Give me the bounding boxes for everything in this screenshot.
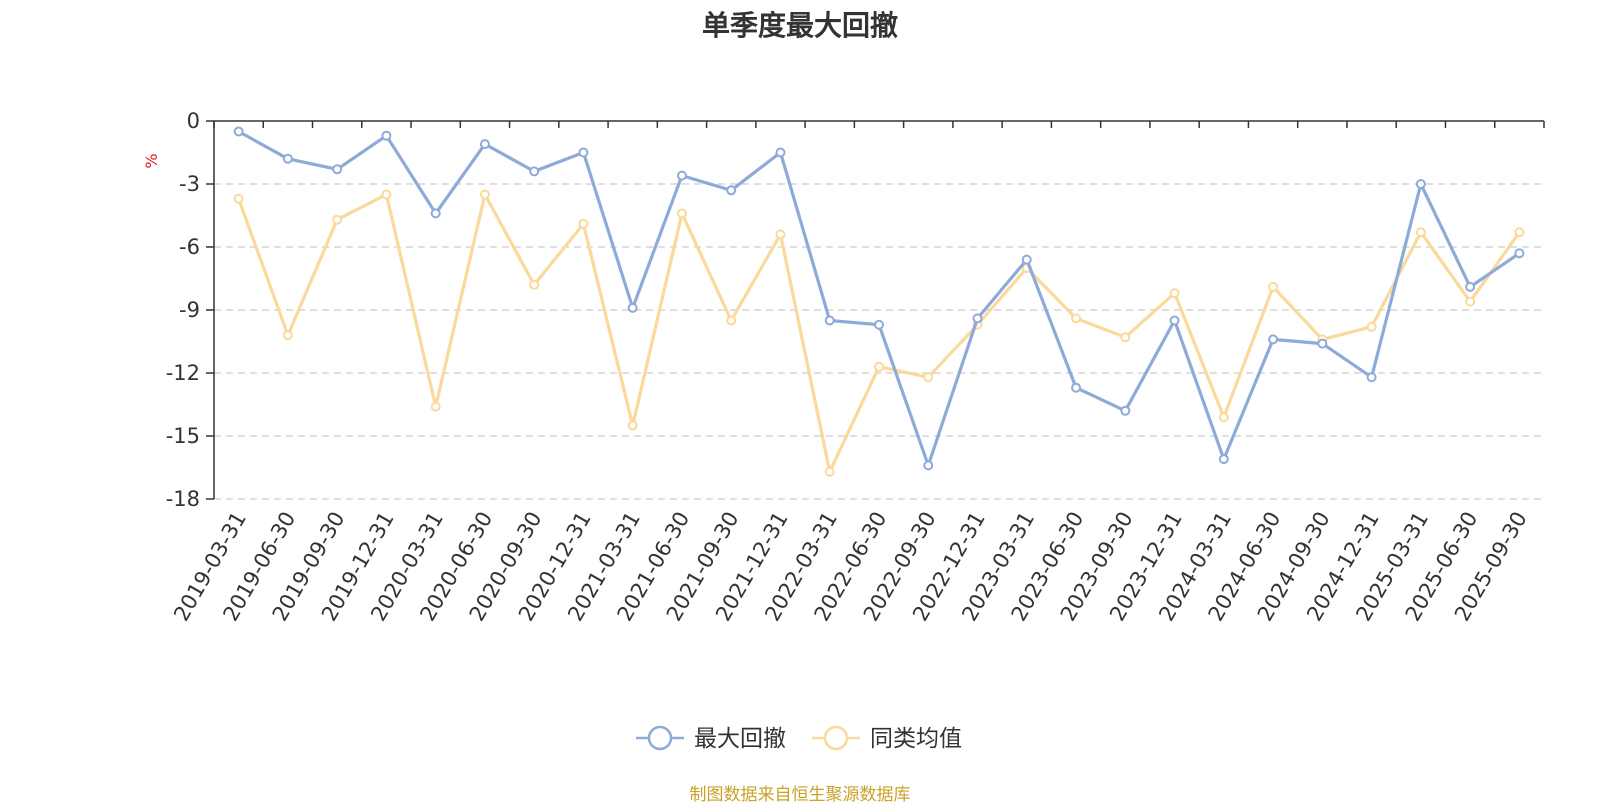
data-point <box>479 189 490 200</box>
data-point <box>627 420 638 431</box>
chart-title: 单季度最大回撤 <box>701 9 898 42</box>
legend-item-1[interactable]: 同类均值 <box>812 725 962 752</box>
data-point <box>775 147 786 158</box>
data-point <box>1071 313 1082 324</box>
legend-marker-icon <box>823 725 849 751</box>
data-point <box>282 330 293 341</box>
series-line <box>237 130 1521 467</box>
data-point <box>1514 227 1525 238</box>
data-point <box>726 315 737 326</box>
data-point <box>332 214 343 225</box>
data-point <box>1169 288 1180 299</box>
data-point <box>282 153 293 164</box>
y-tick-label: -6 <box>179 235 200 259</box>
data-point <box>430 208 441 219</box>
series-0 <box>233 126 1525 471</box>
data-point <box>1465 296 1476 307</box>
data-point <box>676 170 687 181</box>
data-point <box>1071 382 1082 393</box>
data-point <box>874 361 884 372</box>
data-point <box>972 313 983 324</box>
data-point <box>824 466 835 477</box>
line-chart: 0-3-6-9-12-15-18%2019-03-312019-06-30201… <box>142 109 1545 752</box>
data-point <box>578 147 589 158</box>
data-point <box>381 189 392 200</box>
data-point <box>1268 334 1279 345</box>
data-point <box>1415 179 1426 189</box>
data-point <box>1415 227 1426 238</box>
y-unit-label: % <box>142 153 161 168</box>
data-point <box>578 218 589 229</box>
y-tick-label: -15 <box>166 424 200 448</box>
data-point <box>1218 412 1229 423</box>
legend-label: 同类均值 <box>870 726 962 752</box>
legend-label: 最大回撤 <box>694 726 786 752</box>
data-point <box>923 460 934 471</box>
data-point <box>1268 281 1279 292</box>
legend[interactable]: 最大回撤 同类均值 <box>636 725 962 752</box>
source-note: 制图数据来自恒生聚源数据库 <box>689 785 911 805</box>
data-point <box>726 185 737 196</box>
data-point <box>233 193 244 204</box>
data-point <box>627 302 638 313</box>
data-point <box>775 229 786 240</box>
grid-lines <box>214 183 1544 500</box>
y-tick-label: -9 <box>179 298 200 322</box>
data-point <box>824 315 835 326</box>
data-point <box>381 130 392 141</box>
data-point <box>1120 405 1131 416</box>
data-point <box>1514 248 1525 259</box>
data-point <box>1465 281 1476 292</box>
y-tick-label: -12 <box>166 361 200 385</box>
data-point <box>233 126 244 137</box>
data-point <box>479 139 490 150</box>
data-point <box>529 166 540 177</box>
y-tick-label: -18 <box>166 487 200 511</box>
y-tick-label: 0 <box>187 109 200 133</box>
data-point <box>923 372 934 383</box>
data-point <box>1366 321 1377 332</box>
series-line <box>237 192 1521 474</box>
data-point <box>1169 315 1180 326</box>
series-lines <box>233 126 1525 477</box>
data-point <box>1218 454 1229 465</box>
data-point <box>529 279 540 290</box>
series-1 <box>233 189 1525 477</box>
data-point <box>1120 332 1131 343</box>
axes: 0-3-6-9-12-15-18%2019-03-312019-06-30201… <box>142 109 1545 625</box>
legend-marker-icon <box>647 725 673 751</box>
data-point <box>332 164 343 175</box>
data-point <box>676 208 687 219</box>
y-tick-label: -3 <box>179 172 200 196</box>
legend-item-0[interactable]: 最大回撤 <box>636 725 786 752</box>
data-point <box>1366 372 1377 383</box>
data-point <box>1317 338 1328 349</box>
data-point <box>430 401 441 412</box>
data-point <box>1021 254 1032 265</box>
data-point <box>874 319 884 330</box>
